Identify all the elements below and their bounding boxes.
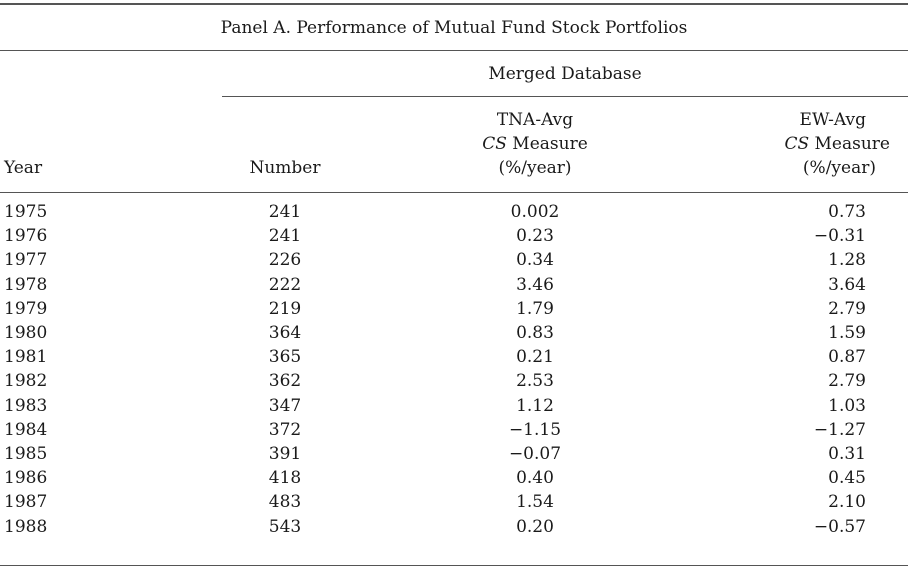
number-cell: 418 bbox=[268, 468, 302, 489]
tna-avg-cell: −0.07 bbox=[508, 444, 562, 464]
tna-avg-cell: 3.46 bbox=[516, 274, 554, 295]
tna-avg-cell: 0.20 bbox=[516, 516, 554, 537]
ew-avg-cell: 1.03 bbox=[828, 395, 866, 416]
ew-avg-cell: −1.27 bbox=[813, 419, 866, 440]
tna-avg-cell: 1.79 bbox=[516, 298, 554, 319]
table-row: 1985 391 −0.07 0.31 bbox=[0, 442, 908, 466]
tna-avg-header-line1: TNA-Avg bbox=[496, 110, 574, 130]
ew-cs-label: CS bbox=[784, 134, 810, 154]
tna-avg-cell: 0.21 bbox=[516, 347, 554, 368]
ew-avg-header-line1: EW-Avg bbox=[799, 110, 866, 130]
header-rule bbox=[0, 192, 908, 193]
year-cell: 1979 bbox=[4, 298, 48, 319]
ew-avg-cell: 3.64 bbox=[828, 274, 866, 295]
year-cell: 1987 bbox=[4, 492, 48, 513]
tna-avg-cell: 2.53 bbox=[516, 371, 554, 392]
number-cell: 391 bbox=[268, 444, 302, 464]
ew-avg-cell: 2.79 bbox=[828, 298, 866, 319]
number-column-header: Number bbox=[249, 158, 321, 178]
panel-title: Panel A. Performance of Mutual Fund Stoc… bbox=[220, 18, 688, 38]
ew-avg-cell: 1.59 bbox=[828, 323, 866, 343]
number-cell: 362 bbox=[268, 371, 302, 392]
tna-avg-cell: 0.23 bbox=[516, 226, 554, 247]
tna-avg-header-unit: (%/year) bbox=[498, 158, 572, 178]
ew-avg-header-unit: (%/year) bbox=[802, 158, 876, 178]
group-header-rule bbox=[222, 96, 908, 97]
tna-cs-label: CS bbox=[482, 134, 507, 154]
tna-avg-cell: 1.12 bbox=[516, 395, 554, 416]
number-cell: 241 bbox=[268, 226, 302, 247]
tna-avg-header-line2: CS Measure bbox=[460, 134, 610, 154]
ew-avg-cell: 0.87 bbox=[828, 347, 866, 368]
table-row: 1977 226 0.34 1.28 bbox=[0, 248, 908, 272]
table-row: 1978 222 3.46 3.64 bbox=[0, 273, 908, 297]
ew-measure-label: Measure bbox=[809, 134, 890, 154]
number-cell: 543 bbox=[268, 516, 302, 537]
tna-avg-cell: −1.15 bbox=[508, 419, 562, 440]
ew-avg-cell: 2.10 bbox=[828, 492, 866, 513]
number-cell: 347 bbox=[268, 395, 302, 416]
table-row: 1979 219 1.79 2.79 bbox=[0, 297, 908, 321]
year-cell: 1988 bbox=[4, 516, 48, 537]
tna-avg-cell: 1.54 bbox=[516, 492, 554, 513]
table-row: 1987 483 1.54 2.10 bbox=[0, 490, 908, 514]
year-cell: 1981 bbox=[4, 347, 48, 368]
number-cell: 219 bbox=[268, 298, 302, 319]
table-row: 1986 418 0.40 0.45 bbox=[0, 466, 908, 490]
year-cell: 1984 bbox=[4, 419, 48, 440]
number-cell: 365 bbox=[268, 347, 302, 368]
tna-avg-cell: 0.83 bbox=[516, 323, 554, 343]
ew-avg-cell: −0.57 bbox=[813, 516, 866, 537]
tna-avg-cell: 0.002 bbox=[510, 202, 560, 222]
year-column-header: Year bbox=[4, 158, 43, 178]
year-cell: 1980 bbox=[4, 323, 48, 343]
number-cell: 364 bbox=[268, 323, 302, 343]
ew-avg-cell: −0.31 bbox=[813, 226, 866, 247]
ew-avg-cell: 0.45 bbox=[828, 468, 866, 489]
year-cell: 1977 bbox=[4, 250, 48, 271]
ew-avg-cell: 2.79 bbox=[828, 371, 866, 392]
tna-avg-cell: 0.40 bbox=[516, 468, 554, 489]
ew-avg-cell: 0.31 bbox=[828, 444, 866, 464]
tna-measure-label: Measure bbox=[506, 134, 588, 154]
number-cell: 222 bbox=[268, 274, 302, 295]
table-row: 1975 241 0.002 0.73 bbox=[0, 200, 908, 224]
year-cell: 1986 bbox=[4, 468, 48, 489]
number-cell: 483 bbox=[268, 492, 302, 513]
year-cell: 1976 bbox=[4, 226, 48, 247]
year-cell: 1982 bbox=[4, 371, 48, 392]
year-cell: 1975 bbox=[4, 202, 48, 222]
year-cell: 1978 bbox=[4, 274, 48, 295]
ew-avg-header-line2: CS Measure bbox=[700, 134, 890, 154]
number-cell: 226 bbox=[268, 250, 302, 271]
tna-avg-cell: 0.34 bbox=[516, 250, 554, 271]
table-row: 1984 372 −1.15 −1.27 bbox=[0, 418, 908, 442]
merged-database-header: Merged Database bbox=[488, 64, 642, 84]
table-row: 1981 365 0.21 0.87 bbox=[0, 345, 908, 369]
ew-avg-cell: 0.73 bbox=[828, 202, 866, 222]
bottom-rule bbox=[0, 565, 908, 566]
year-cell: 1983 bbox=[4, 395, 48, 416]
table-row: 1976 241 0.23 −0.31 bbox=[0, 224, 908, 248]
ew-avg-cell: 1.28 bbox=[828, 250, 866, 271]
top-rule bbox=[0, 3, 908, 5]
year-cell: 1985 bbox=[4, 444, 48, 464]
table-row: 1983 347 1.12 1.03 bbox=[0, 394, 908, 418]
number-cell: 241 bbox=[268, 202, 302, 222]
table-row: 1988 543 0.20 −0.57 bbox=[0, 515, 908, 539]
table-row: 1982 362 2.53 2.79 bbox=[0, 369, 908, 393]
table-row: 1980 364 0.83 1.59 bbox=[0, 321, 908, 345]
title-rule bbox=[0, 50, 908, 51]
number-cell: 372 bbox=[268, 419, 302, 440]
